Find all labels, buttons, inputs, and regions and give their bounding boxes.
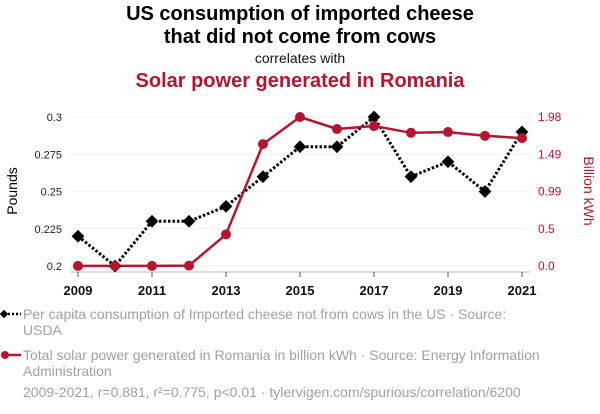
y-right-tick-label: 1.49 xyxy=(538,147,562,161)
y-left-tick-label: 0.225 xyxy=(34,224,62,236)
data-point-cheese xyxy=(219,200,233,213)
data-point-solar xyxy=(443,127,453,138)
legend-label-cheese: Per capita consumption of Imported chees… xyxy=(23,306,507,338)
chart-title-line-1: US consumption of imported cheese xyxy=(126,3,474,25)
data-point-cheese xyxy=(256,170,270,183)
y-axis-right-label: Billion kWh xyxy=(581,156,597,225)
chart-title-secondary: Solar power generated in Romania xyxy=(135,70,465,92)
axes xyxy=(70,271,530,277)
data-point-solar xyxy=(406,127,416,138)
chart-plot: 0.2 0.225 0.25 0.275 0.3 0.0 0.5 0.99 1.49 1.98 20… xyxy=(4,110,597,298)
x-tick-label: 2009 xyxy=(64,283,93,298)
data-point-solar xyxy=(184,260,194,271)
data-point-cheese xyxy=(367,110,381,124)
data-point-cheese xyxy=(293,140,307,154)
y-left-tick-label: 0.3 xyxy=(47,112,62,124)
tick-labels: 0.2 0.225 0.25 0.275 0.3 0.0 0.5 0.99 1.49 1.98 20… xyxy=(34,110,561,298)
legend-label-solar: Total solar power generated in Romania i… xyxy=(23,347,540,379)
x-tick-label: 2015 xyxy=(286,283,315,298)
y-right-tick-label: 0.0 xyxy=(538,259,555,273)
footer-stats: 2009-2021, r=0.881, r²=0.775, p<0.01 · t… xyxy=(23,384,521,400)
data-point-cheese xyxy=(478,185,492,198)
x-tick-label: 2019 xyxy=(434,283,463,298)
solid-circle-line-icon xyxy=(1,351,21,359)
data-point-solar xyxy=(221,229,231,240)
x-tick-label: 2013 xyxy=(212,283,241,298)
y-right-tick-label: 0.5 xyxy=(538,222,555,236)
data-point-solar xyxy=(258,139,268,150)
dotted-diamond-line-icon xyxy=(0,309,21,319)
data-point-solar xyxy=(332,124,342,135)
data-point-cheese xyxy=(404,170,418,183)
y-right-tick-label: 1.98 xyxy=(538,110,562,124)
y-left-tick-label: 0.25 xyxy=(41,187,62,199)
data-point-solar xyxy=(369,121,379,132)
data-point-cheese xyxy=(71,229,85,243)
data-point-solar xyxy=(110,260,120,271)
y-left-tick-label: 0.275 xyxy=(34,149,62,161)
chart-title: US consumption of imported cheese that d… xyxy=(0,3,600,49)
data-point-solar xyxy=(295,112,305,122)
y-right-tick-label: 0.99 xyxy=(538,185,562,199)
data-point-cheese xyxy=(441,155,455,169)
y-left-tick-label: 0.2 xyxy=(47,261,62,273)
chart-subtitle: correlates with xyxy=(254,50,346,66)
y-axis-left-label: Pounds xyxy=(4,167,20,214)
data-point-cheese xyxy=(145,214,159,228)
data-point-solar xyxy=(73,260,83,271)
data-point-solar xyxy=(147,260,157,271)
data-point-cheese xyxy=(182,214,196,228)
data-point-solar xyxy=(480,130,490,141)
x-tick-label: 2011 xyxy=(138,283,166,298)
x-tick-label: 2021 xyxy=(508,283,537,298)
data-point-solar xyxy=(517,133,527,144)
x-tick-label: 2017 xyxy=(360,283,389,298)
gridlines xyxy=(70,116,530,267)
chart-title-line-2: that did not come from cows xyxy=(163,26,437,48)
series-markers xyxy=(71,110,529,273)
data-point-cheese xyxy=(330,140,344,154)
